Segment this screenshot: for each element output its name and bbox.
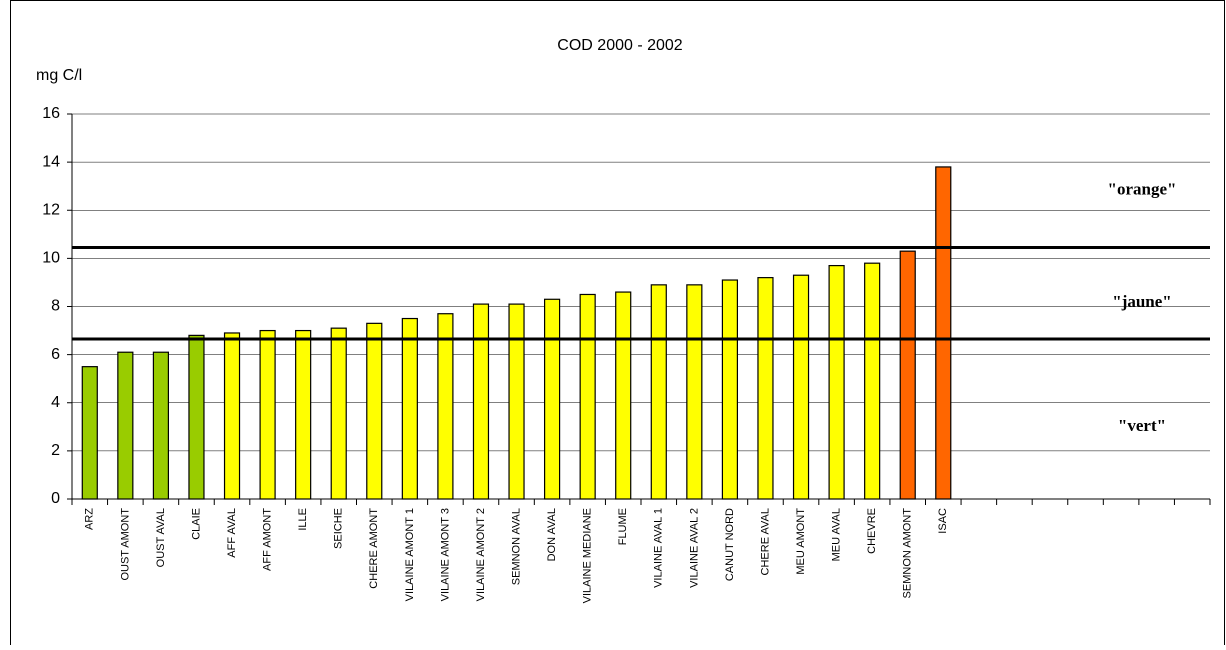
bar xyxy=(81,366,98,500)
bar xyxy=(366,322,383,500)
x-tick-label: FLUME xyxy=(617,508,629,545)
x-tick-label: OUST AMONT xyxy=(119,508,131,581)
x-tick-label: AFF AVAL xyxy=(226,508,238,558)
x-tick-label: DON AVAL xyxy=(546,508,558,561)
x-tick-label: VILAINE AMONT 3 xyxy=(439,508,451,601)
bar xyxy=(117,351,134,500)
x-tick-label: ILLE xyxy=(297,508,309,531)
y-tick-label: 14 xyxy=(42,153,60,170)
bar xyxy=(864,262,881,500)
y-tick-label: 12 xyxy=(42,201,60,218)
y-tick-label: 16 xyxy=(42,105,60,122)
bar xyxy=(615,291,632,500)
bar xyxy=(543,298,561,500)
x-tick-label: VILAINE AMONT 2 xyxy=(475,508,487,601)
x-tick-label: CHERE AMONT xyxy=(368,508,380,589)
zone-label: "vert" xyxy=(1118,416,1166,435)
x-tick-label: ARZ xyxy=(84,508,96,530)
zone-label: "jaune" xyxy=(1112,292,1172,311)
x-tick-label: SEMNON AVAL xyxy=(510,508,522,585)
bar xyxy=(899,250,916,500)
y-tick-label: 10 xyxy=(42,250,60,267)
zone-label: "orange" xyxy=(1108,180,1177,199)
bar xyxy=(757,277,774,500)
x-tick-label: SEICHE xyxy=(333,508,345,549)
y-tick-label: 2 xyxy=(51,442,60,459)
x-tick-label: SEMNON AMONT xyxy=(902,508,914,599)
chart-title: COD 2000 - 2002 xyxy=(557,37,683,54)
y-tick-label: 6 xyxy=(51,346,60,363)
bar xyxy=(472,303,490,500)
x-tick-label: VILAINE AVAL 2 xyxy=(688,508,700,588)
bar xyxy=(437,313,454,500)
bar xyxy=(508,303,525,500)
bar xyxy=(188,334,205,500)
bar xyxy=(330,327,347,500)
bar xyxy=(259,329,276,500)
bar xyxy=(401,317,418,500)
x-tick-label: CHERE AVAL xyxy=(759,508,771,575)
bar xyxy=(579,293,596,500)
x-tick-label: VILAINE AMONT 1 xyxy=(404,508,416,601)
bar xyxy=(152,351,170,500)
bar xyxy=(223,332,241,500)
x-tick-label: MEU AMONT xyxy=(795,508,807,575)
y-tick-label: 8 xyxy=(51,298,60,315)
bar xyxy=(686,284,703,500)
bar xyxy=(935,166,952,500)
x-tick-label: CANUT NORD xyxy=(724,508,736,581)
bar xyxy=(721,279,739,500)
x-tick-label: OUST AVAL xyxy=(155,508,167,567)
bar xyxy=(828,264,845,500)
chart-frame xyxy=(10,0,1225,650)
y-tick-label: 4 xyxy=(51,394,60,411)
x-tick-label: ISAC xyxy=(937,508,949,534)
y-tick-label: 0 xyxy=(51,490,60,507)
x-tick-label: MEU AVAL xyxy=(831,508,843,561)
x-tick-label: AFF AMONT xyxy=(262,508,274,571)
x-tick-label: CHEVRE xyxy=(866,508,878,554)
x-tick-label: CLAIE xyxy=(190,508,202,540)
x-tick-label: VILAINE MEDIANE xyxy=(582,508,594,603)
x-tick-label: VILAINE AVAL 1 xyxy=(653,508,665,588)
bar xyxy=(650,284,667,500)
bar xyxy=(295,329,312,500)
y-axis-label: mg C/l xyxy=(36,67,82,84)
bar xyxy=(792,274,810,500)
